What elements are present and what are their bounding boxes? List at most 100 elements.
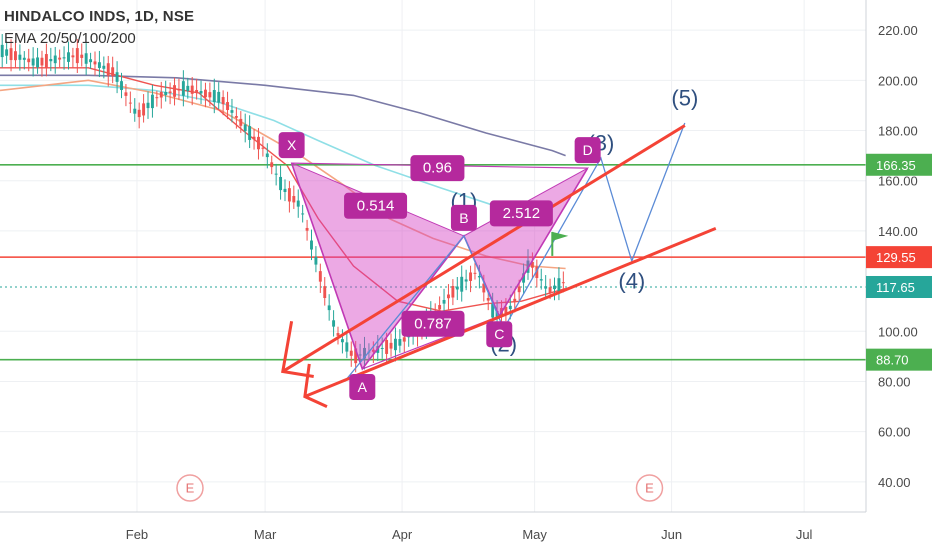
arrow-head-upper [281, 320, 314, 378]
candle-body [243, 124, 247, 132]
candle-body [265, 153, 269, 158]
candle-body [146, 102, 150, 109]
candle-body [327, 305, 331, 311]
candle-body [248, 126, 252, 140]
candle-body [495, 311, 499, 319]
candle-body [455, 286, 459, 290]
x-tick-label: Jul [796, 527, 813, 542]
candle-body [508, 305, 512, 310]
x-tick-label: Feb [126, 527, 148, 542]
candle-body [491, 303, 495, 318]
candle-body [301, 213, 305, 215]
candle-body [115, 72, 119, 82]
candle-body [252, 136, 256, 140]
candle-body [9, 48, 13, 61]
candle-body [80, 54, 84, 58]
ratio-label: 0.787 [414, 315, 452, 332]
ratio-label: 0.514 [357, 197, 395, 214]
candle-body [199, 91, 203, 94]
candle-body [111, 67, 115, 77]
pattern-point-label: C [494, 326, 504, 342]
candle-body [305, 227, 309, 231]
candle-body [398, 339, 402, 346]
candle-body [40, 57, 44, 66]
flag-icon [552, 231, 569, 241]
ratio-label: 0.96 [423, 160, 452, 177]
y-tick-label: 80.00 [878, 374, 911, 389]
candle-body [93, 61, 97, 65]
candle-body [486, 297, 490, 301]
y-tick-label: 140.00 [878, 224, 918, 239]
candle-body [150, 94, 154, 109]
candle-body [363, 347, 366, 359]
price-tag-label: 88.70 [876, 353, 909, 368]
wave-label: (5) [671, 85, 698, 110]
ratio-badge [489, 200, 553, 227]
earnings-label: E [186, 481, 195, 496]
price-tag-label: 129.55 [876, 250, 916, 265]
candle-body [389, 342, 393, 349]
x-tick-label: Mar [254, 527, 277, 542]
candle-body [22, 57, 26, 60]
candle-body [557, 278, 561, 292]
candle-body [561, 282, 565, 284]
y-tick-label: 40.00 [878, 475, 911, 490]
ema-20-line [0, 67, 566, 312]
candle-body [58, 57, 62, 60]
candle-body [31, 58, 35, 66]
price-tag [866, 275, 932, 298]
candle-body [124, 92, 128, 96]
candle-body [102, 65, 106, 69]
ratio-badge [410, 155, 465, 182]
trendline-lower [304, 227, 717, 398]
candle-body [5, 49, 9, 56]
candle-body [159, 91, 163, 98]
candle-body [18, 54, 22, 60]
candle-body [230, 110, 234, 113]
pattern-point-label: A [358, 379, 368, 395]
earnings-marker [176, 474, 204, 502]
pattern-point-badge [349, 373, 376, 400]
candle-body [318, 271, 322, 282]
price-tag [866, 246, 932, 269]
candle-body [97, 62, 101, 68]
candle-body [460, 276, 464, 292]
candle-body [164, 91, 168, 95]
candle-body [173, 85, 176, 97]
candle-body [504, 306, 508, 313]
candle-body [336, 333, 340, 336]
candle-body [221, 97, 225, 105]
candle-body [447, 294, 450, 299]
candle-body [323, 286, 327, 299]
pattern-triangle-bcd [463, 166, 589, 318]
y-tick-label: 180.00 [878, 124, 918, 139]
candle-body [27, 58, 31, 63]
candle-body [349, 350, 353, 356]
candle-body [44, 54, 48, 68]
candle-body [155, 97, 159, 99]
candle-body [530, 261, 534, 268]
candle-body [380, 347, 384, 349]
candle-body [203, 89, 207, 98]
candle-body [120, 81, 123, 91]
candle-body [292, 196, 296, 203]
candle-body [71, 55, 75, 58]
candle-body [274, 173, 278, 175]
price-tag [866, 153, 932, 176]
candle-body [217, 91, 221, 103]
candle-body [517, 286, 521, 293]
trendline-upper [281, 124, 686, 373]
candle-body [358, 354, 362, 356]
candle-body [345, 342, 349, 352]
candle-body [548, 287, 552, 293]
x-tick-label: Jun [661, 527, 682, 542]
candle-body [257, 136, 260, 150]
candle-body [442, 299, 446, 304]
pattern-point-badge [486, 321, 513, 348]
candle-body [544, 286, 548, 289]
y-tick-label: 220.00 [878, 23, 918, 38]
pattern-point-label: D [583, 142, 593, 158]
candle-body [482, 283, 486, 293]
